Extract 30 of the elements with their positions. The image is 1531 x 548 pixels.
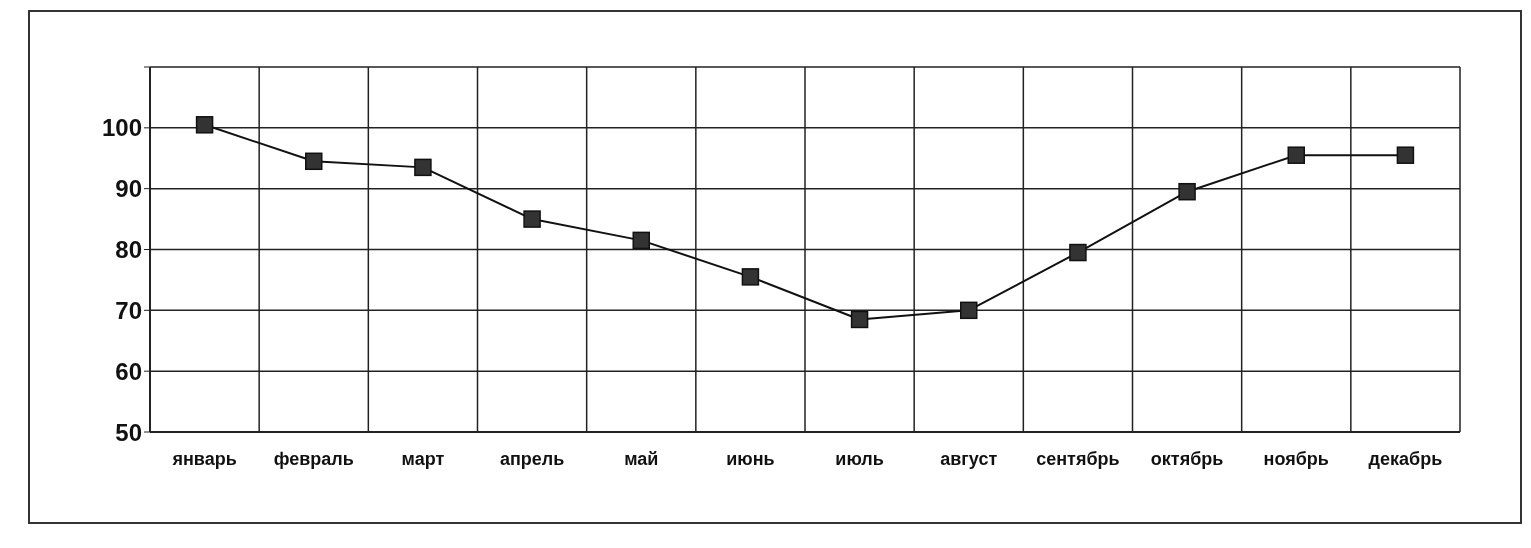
point	[1178, 182, 1196, 201]
x-tick-label: август	[940, 448, 998, 469]
x-tick-label: декабрь	[1368, 448, 1443, 469]
point	[1069, 243, 1087, 262]
x-tick-label: июль	[835, 448, 884, 469]
y-tick-label: 90	[115, 175, 142, 203]
y-tick-label: 60	[115, 357, 142, 385]
x-tick-label: ноябрь	[1263, 448, 1329, 469]
x-tick-label: сентябрь	[1036, 448, 1120, 469]
point	[960, 301, 978, 320]
y-tick-label: 100	[101, 114, 142, 142]
point	[1396, 146, 1415, 164]
point	[523, 210, 541, 228]
point	[741, 268, 760, 286]
x-tick-label: март	[401, 448, 445, 469]
x-tick-label: октябрь	[1150, 448, 1224, 469]
x-tick-label: январь	[171, 448, 237, 469]
point	[850, 310, 869, 329]
x-tick-label: июнь	[726, 448, 775, 469]
x-tick-label: апрель	[499, 448, 565, 469]
y-tick-label: 70	[115, 296, 142, 324]
y-tick-label: 80	[115, 236, 142, 264]
point	[414, 158, 432, 177]
point	[195, 116, 214, 134]
point	[305, 152, 323, 171]
y-tick-label: 50	[115, 418, 142, 446]
x-tick-label: февраль	[273, 448, 354, 469]
point	[632, 231, 650, 250]
x-tick-label: май	[624, 448, 659, 469]
point	[1287, 146, 1305, 164]
